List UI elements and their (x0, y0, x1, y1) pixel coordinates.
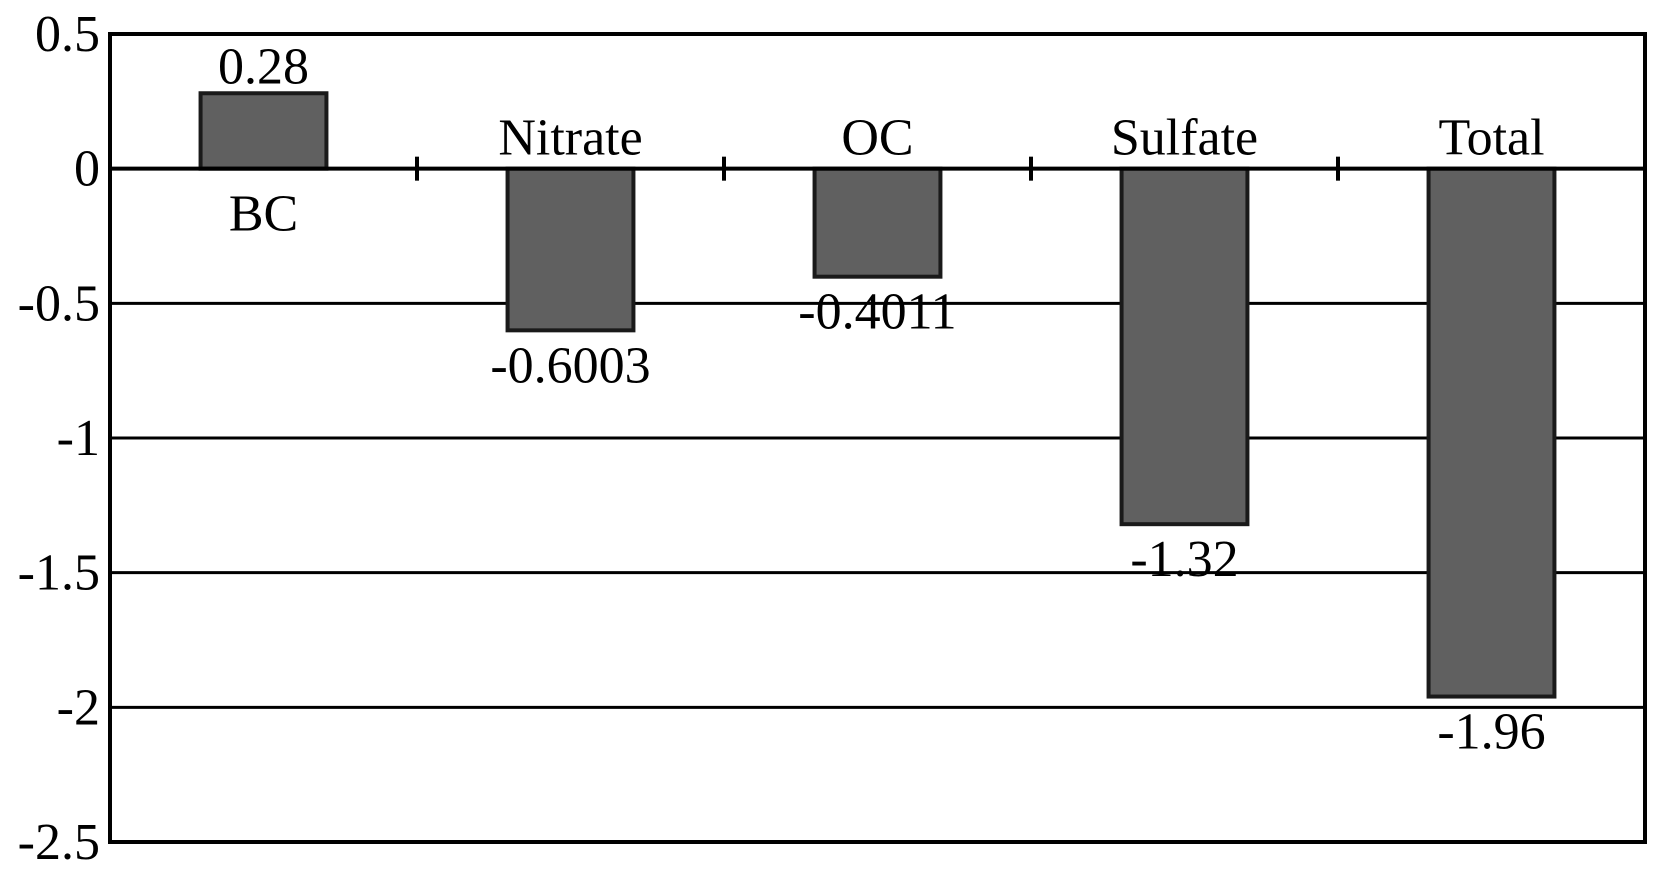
grid-layer (110, 301, 1645, 709)
category-label: BC (229, 186, 298, 243)
y-tick-label: 0 (74, 141, 100, 198)
category-label: Sulfate (1111, 110, 1258, 167)
bar-sulfate (1119, 166, 1250, 527)
plot-frame (108, 32, 1647, 844)
y-tick-label: -1.5 (18, 545, 100, 602)
y-tick-label: -2 (57, 679, 100, 736)
y-tick-label: -0.5 (18, 275, 100, 332)
bar-nitrate (505, 166, 636, 333)
bar-oc (812, 166, 943, 279)
y-tick-label: -2.5 (18, 814, 100, 871)
category-label: Total (1438, 110, 1544, 167)
bar-layer (198, 91, 1557, 699)
y-tick-label: 0.5 (35, 6, 100, 63)
data-label: -1.32 (1130, 531, 1238, 588)
category-label: Nitrate (498, 110, 642, 167)
data-label: -1.96 (1437, 704, 1545, 761)
data-label: -0.6003 (490, 337, 650, 394)
bar-bc (198, 91, 329, 171)
category-label: OC (841, 110, 913, 167)
axis-layer (108, 32, 1647, 844)
y-tick-label: -1 (57, 410, 100, 467)
data-label: -0.4011 (798, 284, 956, 341)
bar-total (1426, 166, 1557, 699)
data-label: 0.28 (218, 38, 309, 95)
label-layer: 0.5 0 -0.5 -1 -1.5 -2 -2.5 BC 0.28 Nitrate -0.6003… (18, 6, 1546, 871)
